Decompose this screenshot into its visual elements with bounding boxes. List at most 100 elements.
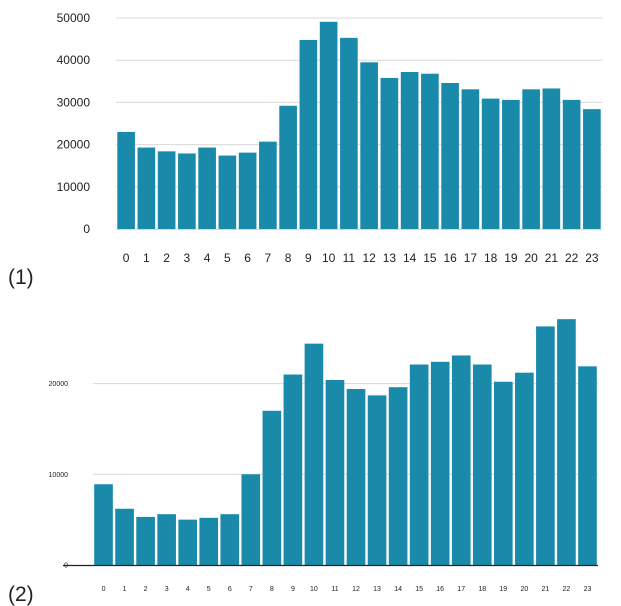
bar <box>522 89 540 230</box>
x-tick-label: 15 <box>415 586 423 593</box>
x-tick-label: 1 <box>143 251 150 265</box>
x-tick-label: 19 <box>499 586 507 593</box>
x-tick-label: 11 <box>343 251 356 265</box>
x-tick-label: 20 <box>520 586 528 593</box>
x-tick-label: 23 <box>585 251 599 265</box>
bar <box>259 141 277 229</box>
y-tick-label: 40000 <box>57 53 91 67</box>
x-tick-label: 17 <box>457 586 465 593</box>
x-tick-label: 22 <box>565 251 579 265</box>
panel-label: (2) <box>8 583 34 606</box>
y-tick-label: 20000 <box>49 381 69 388</box>
bar <box>562 99 581 229</box>
bar <box>367 395 387 565</box>
y-tick-label: 10000 <box>57 180 91 194</box>
bar <box>441 82 459 229</box>
bar <box>515 372 534 565</box>
bar <box>299 39 318 229</box>
chart-panel-2: 0100002000001234567891011121314151617181… <box>8 319 598 606</box>
x-tick-label: 3 <box>184 251 191 265</box>
bar <box>319 21 338 229</box>
y-tick-label: 30000 <box>57 95 91 109</box>
bar <box>472 364 492 565</box>
x-tick-label: 0 <box>102 586 106 593</box>
bar <box>542 88 561 229</box>
bar <box>220 514 240 565</box>
x-tick-label: 2 <box>144 586 148 593</box>
bar <box>136 516 155 565</box>
x-tick-label: 20 <box>524 251 538 265</box>
y-tick-label: 0 <box>83 222 90 236</box>
x-tick-label: 16 <box>436 586 444 593</box>
x-tick-label: 22 <box>563 586 571 593</box>
x-tick-label: 15 <box>423 251 437 265</box>
x-tick-label: 6 <box>228 586 232 593</box>
bar <box>409 364 429 565</box>
bar <box>178 519 198 565</box>
x-tick-label: 23 <box>584 586 592 593</box>
y-tick-label: 50000 <box>57 11 91 25</box>
x-tick-label: 13 <box>383 251 397 265</box>
x-tick-label: 16 <box>443 251 457 265</box>
bar <box>218 155 237 229</box>
y-tick-label: 10000 <box>49 472 69 479</box>
x-tick-label: 8 <box>285 251 292 265</box>
bar <box>493 381 513 565</box>
bar <box>536 326 555 565</box>
bar <box>461 89 480 230</box>
x-tick-label: 9 <box>291 586 295 593</box>
bar <box>388 387 408 565</box>
x-tick-label: 17 <box>464 251 478 265</box>
x-tick-label: 1 <box>123 586 127 593</box>
x-tick-label: 4 <box>186 586 190 593</box>
bar <box>241 474 261 565</box>
bar <box>451 355 471 565</box>
bar <box>380 77 399 229</box>
x-tick-label: 3 <box>165 586 169 593</box>
x-tick-label: 18 <box>478 586 486 593</box>
x-tick-label: 21 <box>545 251 559 265</box>
x-tick-label: 6 <box>244 251 251 265</box>
x-tick-label: 21 <box>541 586 549 593</box>
bar <box>117 131 135 229</box>
x-tick-label: 5 <box>224 251 231 265</box>
x-tick-label: 7 <box>249 586 253 593</box>
x-tick-label: 13 <box>373 586 381 593</box>
x-tick-label: 9 <box>305 251 312 265</box>
bar <box>578 366 597 565</box>
bar <box>421 73 439 229</box>
bar <box>262 410 282 565</box>
bar <box>502 99 520 229</box>
bar <box>157 151 176 229</box>
x-tick-label: 4 <box>204 251 211 265</box>
x-tick-label: 10 <box>310 586 318 593</box>
bar <box>430 361 450 565</box>
x-tick-label: 19 <box>504 251 518 265</box>
bar <box>304 343 324 565</box>
x-tick-label: 2 <box>163 251 170 265</box>
x-tick-label: 12 <box>362 251 376 265</box>
bar <box>137 147 156 229</box>
x-tick-label: 11 <box>331 586 338 593</box>
bar <box>94 484 113 565</box>
bar <box>198 147 216 229</box>
bar <box>238 152 257 229</box>
bar <box>340 37 358 229</box>
bar <box>178 153 196 229</box>
x-tick-label: 12 <box>352 586 360 593</box>
x-tick-label: 0 <box>123 251 130 265</box>
x-tick-label: 18 <box>484 251 498 265</box>
x-tick-label: 5 <box>207 586 211 593</box>
bar <box>557 319 576 565</box>
bar <box>157 514 176 565</box>
x-tick-label: 7 <box>265 251 272 265</box>
bar <box>283 374 303 565</box>
bar <box>279 105 297 229</box>
x-tick-label: 8 <box>270 586 274 593</box>
x-tick-label: 10 <box>322 251 336 265</box>
bar <box>400 72 419 230</box>
bar <box>346 389 366 565</box>
bar <box>360 62 378 230</box>
